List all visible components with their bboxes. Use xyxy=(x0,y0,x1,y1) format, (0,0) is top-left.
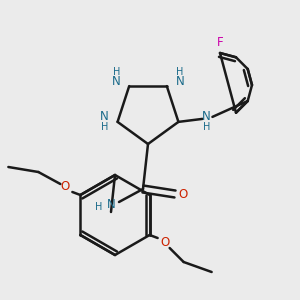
Text: N: N xyxy=(112,75,121,88)
Text: F: F xyxy=(217,37,223,50)
Text: H: H xyxy=(176,67,184,77)
Text: N: N xyxy=(202,110,211,123)
Text: N: N xyxy=(176,75,184,88)
Text: H: H xyxy=(95,202,103,212)
Text: O: O xyxy=(160,236,169,250)
Text: N: N xyxy=(106,197,116,211)
Text: N: N xyxy=(100,110,109,123)
Text: O: O xyxy=(61,181,70,194)
Text: H: H xyxy=(101,122,108,132)
Text: H: H xyxy=(203,122,210,132)
Text: H: H xyxy=(112,67,120,77)
Text: O: O xyxy=(178,188,188,200)
